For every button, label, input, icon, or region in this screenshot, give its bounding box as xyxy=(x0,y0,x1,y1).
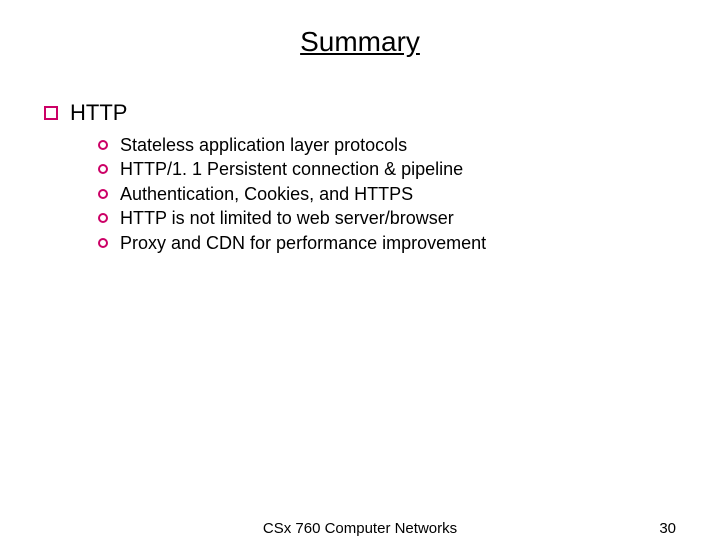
level2-item: HTTP is not limited to web server/browse… xyxy=(98,207,676,230)
slide-title: Summary xyxy=(44,26,676,58)
level2-item: Stateless application layer protocols xyxy=(98,134,676,157)
circle-bullet-icon xyxy=(98,140,108,150)
footer-course: CSx 760 Computer Networks xyxy=(263,520,457,537)
square-bullet-icon xyxy=(44,106,58,120)
level2-label: HTTP is not limited to web server/browse… xyxy=(120,207,454,230)
level2-item: HTTP/1. 1 Persistent connection & pipeli… xyxy=(98,158,676,181)
circle-bullet-icon xyxy=(98,213,108,223)
circle-bullet-icon xyxy=(98,189,108,199)
level2-label: Proxy and CDN for performance improvemen… xyxy=(120,232,486,255)
slide-number: 30 xyxy=(659,520,676,537)
slide: Summary HTTP Stateless application layer… xyxy=(0,0,720,540)
level2-label: Stateless application layer protocols xyxy=(120,134,407,157)
circle-bullet-icon xyxy=(98,238,108,248)
level1-label: HTTP xyxy=(70,100,127,126)
level2-item: Authentication, Cookies, and HTTPS xyxy=(98,183,676,206)
level2-label: Authentication, Cookies, and HTTPS xyxy=(120,183,413,206)
level1-item: HTTP xyxy=(44,100,676,126)
level2-item: Proxy and CDN for performance improvemen… xyxy=(98,232,676,255)
circle-bullet-icon xyxy=(98,164,108,174)
level2-list: Stateless application layer protocols HT… xyxy=(98,134,676,255)
level2-label: HTTP/1. 1 Persistent connection & pipeli… xyxy=(120,158,463,181)
